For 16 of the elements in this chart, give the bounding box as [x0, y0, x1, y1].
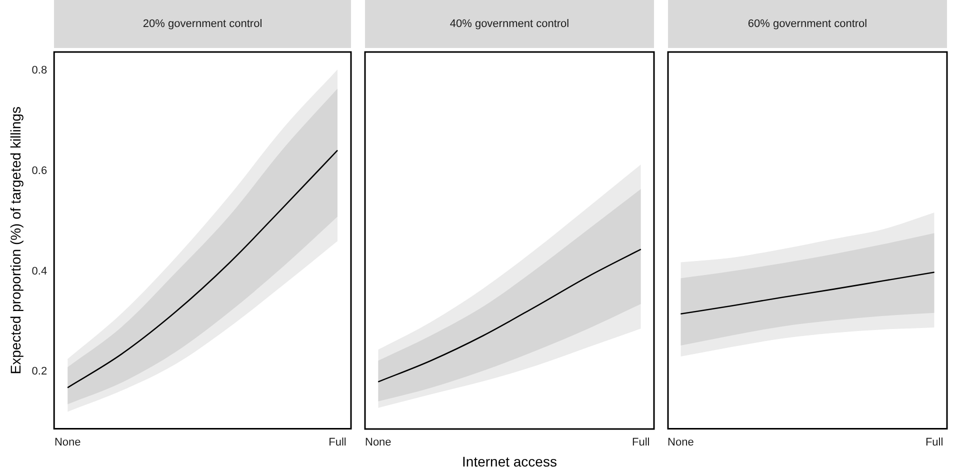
x-tick-label: Full	[328, 436, 346, 448]
y-axis-title: Expected proportion (%) of targeted killings	[7, 106, 24, 374]
chart-title: 60% government control	[668, 0, 947, 48]
line-series	[66, 150, 338, 388]
y-tick-label: 0.8	[32, 64, 48, 77]
x-tick-label: None	[668, 436, 694, 448]
y-tick-label: 0.6	[32, 164, 48, 177]
y-tick-label: 0.2	[32, 366, 48, 378]
x-tick-label: Full	[632, 436, 650, 449]
x-tick-label: None	[364, 436, 392, 449]
x-tick-label: None	[54, 436, 81, 448]
chart-title: 20% government control	[54, 0, 351, 48]
chart-title: 40% government control	[365, 0, 654, 48]
x-axis-title: Internet access	[462, 453, 557, 470]
x-tick-label: Full	[925, 436, 944, 448]
y-tick-label: 0.4	[32, 265, 48, 278]
